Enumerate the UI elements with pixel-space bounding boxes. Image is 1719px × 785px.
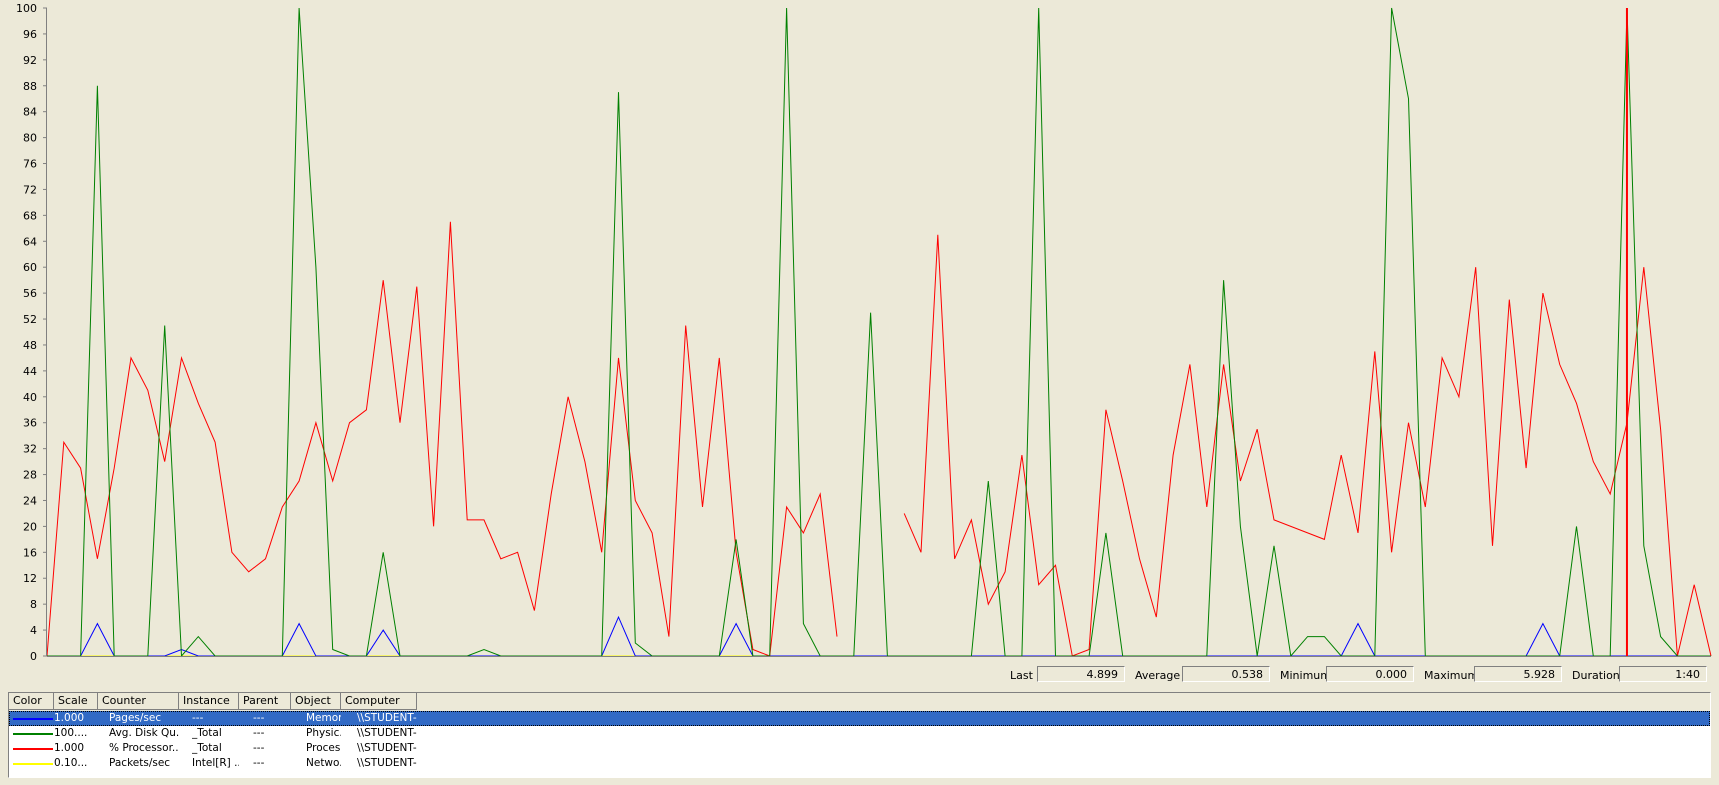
maximum-value: 5.928 <box>1474 666 1562 682</box>
legend-cell-parent: --- <box>253 712 265 724</box>
legend-cell-scale: 1.000 <box>54 742 85 754</box>
legend-cell-computer: \\STUDENT-... <box>357 727 417 739</box>
header-scale[interactable]: Scale <box>54 693 98 710</box>
y-tick-label: 96 <box>23 28 37 41</box>
legend-cell-instance: _Total <box>192 742 222 754</box>
y-tick-label: 48 <box>23 339 37 352</box>
performance-chart: 0 4 8 12 16 20 24 28 32 36 40 44 48 52 56 60 64 68 72 76 80 8… <box>16 2 1712 663</box>
legend-cell-scale: 100.... <box>54 727 88 739</box>
average-label: Average <box>1135 669 1181 682</box>
header-instance[interactable]: Instance <box>179 693 239 710</box>
legend-cell-parent: --- <box>253 742 265 754</box>
legend-rows: 1.000Pages/sec------Memory\\STUDENT-...1… <box>9 711 1710 771</box>
y-tick-label: 84 <box>23 106 37 119</box>
y-tick-label: 68 <box>23 209 37 222</box>
y-tick-label: 16 <box>23 546 37 559</box>
legend-header: Color Scale Counter Instance Parent Obje… <box>9 693 1710 711</box>
y-tick-label: 20 <box>23 520 37 533</box>
legend-row[interactable]: 0.10... Packets/sec Intel[R] ... --- Netwo..… <box>9 756 1710 771</box>
legend-cell-counter: % Processor... <box>109 742 179 754</box>
legend-cell-object: Proces... <box>306 742 341 754</box>
legend-cell-computer: \\STUDENT-... <box>357 757 417 769</box>
legend-row[interactable]: 1.000 Pages/sec --- --- Memory \\STUDENT-... <box>9 711 1710 726</box>
series-line-avg-disk-qu <box>47 7 1711 658</box>
y-tick-label: 28 <box>23 469 37 482</box>
series-group <box>46 7 1712 658</box>
header-object[interactable]: Object <box>291 693 341 710</box>
maximum-label: Maximum <box>1424 669 1479 682</box>
series-line-processor <box>46 221 838 657</box>
y-tick-label: 72 <box>23 183 37 196</box>
legend-row[interactable]: 1.000 % Processor... _Total --- Proces... \\S… <box>9 741 1710 756</box>
y-tick-label: 8 <box>30 598 37 611</box>
legend-cell-object: Memory <box>306 712 341 724</box>
y-tick-label: 12 <box>23 572 37 585</box>
y-tick-label: 60 <box>23 261 37 274</box>
color-swatch <box>13 763 53 765</box>
minimum-label: Minimum <box>1280 669 1331 682</box>
last-value: 4.899 <box>1037 666 1125 682</box>
y-tick-label: 36 <box>23 417 37 430</box>
legend-cell-scale: 1.000 <box>54 712 85 724</box>
header-parent[interactable]: Parent <box>239 693 291 710</box>
minimum-value: 0.000 <box>1326 666 1414 682</box>
legend-cell-computer: \\STUDENT-... <box>357 712 417 724</box>
color-swatch <box>13 718 53 720</box>
y-tick-label: 64 <box>23 235 37 248</box>
y-tick-label: 4 <box>30 624 37 637</box>
average-value: 0.538 <box>1182 666 1270 682</box>
y-tick-label: 40 <box>23 391 37 404</box>
legend-cell-parent: --- <box>253 757 265 769</box>
series-line-pages-sec <box>47 615 1711 657</box>
legend-cell-counter: Avg. Disk Qu... <box>109 727 179 739</box>
y-tick-label: 32 <box>23 443 37 456</box>
y-tick-label: 88 <box>23 80 37 93</box>
y-tick-label: 52 <box>23 313 37 326</box>
legend-cell-object: Physic... <box>306 727 341 739</box>
series-line-processor <box>903 234 1712 657</box>
y-tick-label: 100 <box>16 2 37 15</box>
y-tick-label: 56 <box>23 287 37 300</box>
y-tick-label: 24 <box>23 494 37 507</box>
last-label: Last <box>1010 669 1033 682</box>
y-tick-label: 44 <box>23 365 37 378</box>
legend-cell-instance: --- <box>192 712 204 724</box>
chart-canvas: 0481216202428323640444852566064687276808… <box>16 2 1712 663</box>
duration-label: Duration <box>1572 669 1620 682</box>
legend-cell-instance: Intel[R] ... <box>192 757 239 769</box>
color-swatch <box>13 733 53 735</box>
legend-cell-counter: Packets/sec <box>109 757 171 769</box>
duration-value: 1:40 <box>1619 666 1707 682</box>
statistics-bar: Last 4.899 Average 0.538 Minimum 0.000 M… <box>0 665 1719 685</box>
header-computer[interactable]: Computer <box>341 693 417 710</box>
legend-row[interactable]: 100.... Avg. Disk Qu... _Total --- Physic...… <box>9 726 1710 741</box>
y-tick-label: 0 <box>30 650 37 663</box>
header-color[interactable]: Color <box>9 693 54 710</box>
counter-legend: Color Scale Counter Instance Parent Obje… <box>8 692 1711 778</box>
legend-cell-object: Netwo... <box>306 757 341 769</box>
color-swatch <box>13 748 53 750</box>
legend-cell-counter: Pages/sec <box>109 712 162 724</box>
y-axis: 0481216202428323640444852566064687276808… <box>16 2 47 663</box>
header-counter[interactable]: Counter <box>98 693 179 710</box>
y-tick-label: 80 <box>23 132 37 145</box>
legend-cell-parent: --- <box>253 727 265 739</box>
legend-cell-instance: _Total <box>192 727 222 739</box>
legend-cell-scale: 0.10... <box>54 757 88 769</box>
y-tick-label: 76 <box>23 158 37 171</box>
y-tick-label: 92 <box>23 54 37 67</box>
legend-cell-computer: \\STUDENT-... <box>357 742 417 754</box>
